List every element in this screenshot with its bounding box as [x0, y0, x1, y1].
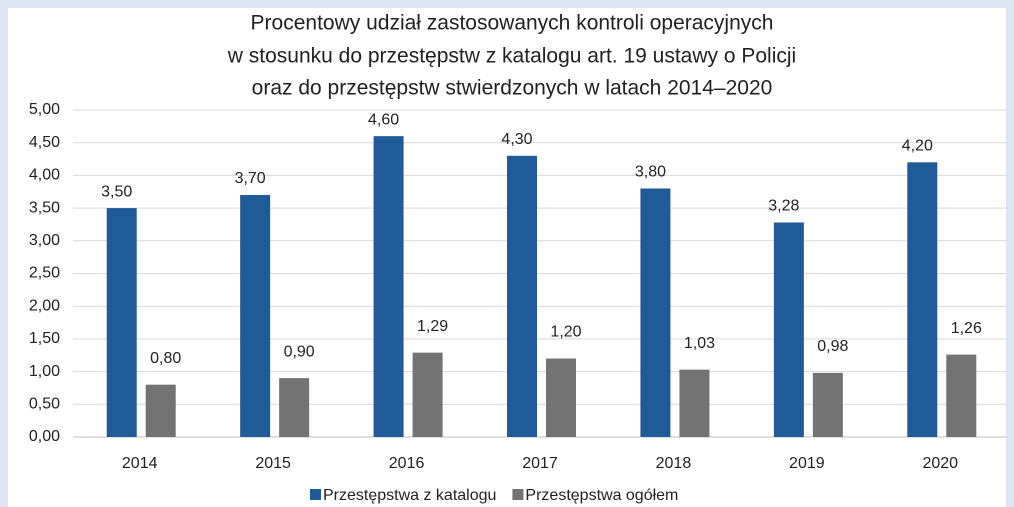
value-label: 0,98 — [817, 338, 848, 355]
chart-title: w stosunku do przestępstw z katalogu art… — [227, 45, 796, 68]
bar — [679, 369, 710, 437]
chart-title: Procentowy udział zastosowanych kontroli… — [251, 12, 774, 35]
x-tick-label: 2016 — [389, 455, 425, 472]
y-tick-label: 4,00 — [29, 167, 60, 184]
y-tick-label: 1,00 — [29, 363, 60, 380]
value-label: 3,28 — [768, 198, 799, 215]
value-label: 1,20 — [550, 324, 581, 341]
y-tick-label: 0,50 — [29, 396, 60, 413]
legend-label: Przestępstwa z katalogu — [323, 487, 496, 504]
bar — [640, 188, 671, 437]
value-label: 3,50 — [101, 183, 132, 200]
y-tick-label: 3,00 — [29, 232, 60, 249]
bar — [412, 352, 443, 437]
y-tick-label: 4,50 — [29, 134, 60, 151]
bar — [106, 208, 137, 437]
y-tick-label: 2,00 — [29, 297, 60, 314]
x-tick-label: 2014 — [122, 455, 158, 472]
y-tick-label: 1,50 — [29, 330, 60, 347]
value-label: 3,70 — [235, 170, 266, 187]
bar — [240, 195, 271, 437]
bar — [145, 384, 176, 437]
value-label: 1,26 — [951, 320, 982, 337]
x-tick-label: 2015 — [255, 455, 291, 472]
legend-swatch — [310, 489, 321, 500]
y-tick-label: 3,50 — [29, 199, 60, 216]
value-label: 3,80 — [635, 164, 666, 181]
value-label: 1,29 — [417, 318, 448, 335]
y-tick-label: 2,50 — [29, 265, 60, 282]
bar — [907, 162, 938, 437]
y-tick-label: 0,00 — [29, 428, 60, 445]
value-label: 0,90 — [284, 343, 315, 360]
bar — [546, 358, 576, 437]
value-label: 0,80 — [150, 350, 181, 367]
x-tick-label: 2017 — [522, 455, 558, 472]
value-label: 4,20 — [902, 138, 933, 155]
value-label: 4,30 — [501, 131, 532, 148]
bar — [507, 155, 537, 437]
x-tick-label: 2018 — [656, 455, 692, 472]
chart-title: oraz do przestępstw stwierdzonych w lata… — [252, 77, 773, 100]
bar — [812, 372, 843, 437]
value-label: 1,03 — [684, 335, 715, 352]
bar — [946, 354, 977, 437]
legend-label: Przestępstwa ogółem — [525, 487, 678, 504]
bar — [773, 222, 804, 437]
x-tick-label: 2019 — [789, 455, 825, 472]
value-label: 4,60 — [368, 111, 399, 128]
legend-swatch — [512, 489, 524, 500]
bar — [373, 136, 404, 437]
x-tick-label: 2020 — [922, 455, 958, 472]
bar — [279, 378, 310, 437]
y-tick-label: 5,00 — [29, 101, 60, 118]
